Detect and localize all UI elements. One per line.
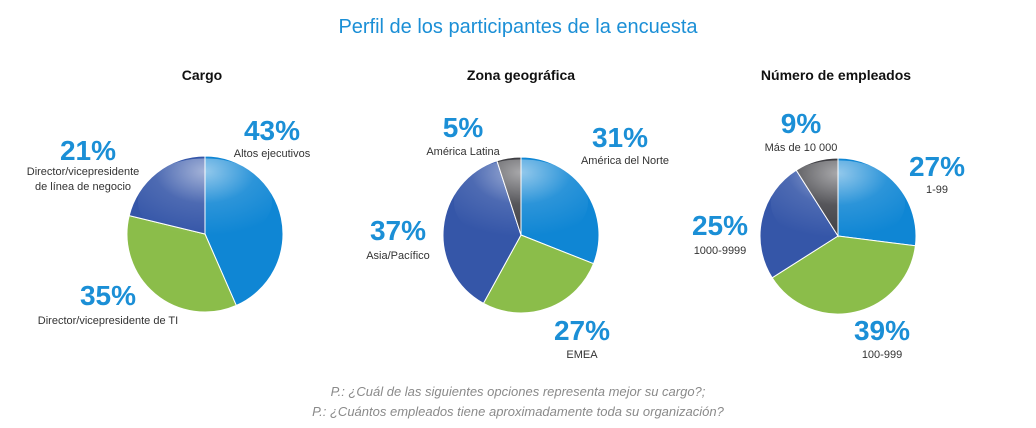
slice-value-label: 37% [370, 215, 426, 246]
footnote-1: P.: ¿Cuál de las siguientes opciones rep… [330, 384, 706, 399]
slice-value-label: 39% [854, 315, 910, 346]
pie-gloss [453, 159, 589, 246]
slice-value-label: 21% [60, 135, 116, 166]
pie-gloss [770, 160, 906, 247]
slice-category-label: Director/vicepresidente de línea de negoc… [27, 166, 140, 193]
slice-value-label: 31% [592, 122, 648, 153]
slice-value-label: 35% [80, 280, 136, 311]
slice-category-label: Director/vicepresidente de TI [38, 315, 178, 327]
slice-category-label: Altos ejecutivos [234, 148, 311, 160]
pie-slice-director-vicepresidente-de-ti [126, 215, 237, 313]
chart-title: Zona geográfica [467, 67, 575, 83]
pie-chart-numero-de-empleados: Número de empleados 27% 1-99 39% 100-999 25% 1… [692, 67, 965, 361]
slice-value-label: 27% [909, 151, 965, 182]
slice-category-label: 1000-9999 [694, 245, 747, 257]
pie-chart-zona-geografica: Zona geográfica 31% América del Norte 27% EM… [366, 67, 669, 361]
chart-title: Número de empleados [761, 67, 911, 83]
pie-slice-emea [482, 234, 595, 314]
slice-value-label: 25% [692, 210, 748, 241]
slice-category-label: Asia/Pacífico [366, 250, 430, 262]
chart-title: Cargo [182, 67, 222, 83]
pie-gloss [137, 158, 273, 245]
slice-category-label: EMEA [566, 349, 598, 361]
slice-value-label: 43% [244, 115, 300, 146]
slice-value-label: 5% [443, 112, 484, 143]
slice-category-label: 1-99 [926, 184, 948, 196]
main-title: Perfil de los participantes de la encues… [338, 16, 698, 38]
slice-category-label: América del Norte [581, 155, 669, 167]
slice-category-label: América Latina [426, 146, 500, 158]
slice-value-label: 27% [554, 315, 610, 346]
footnote-2: P.: ¿Cuántos empleados tiene aproximadam… [312, 404, 724, 419]
pie-chart-cargo: Cargo 43% Altos ejecutivos 35% Director/vice… [27, 67, 311, 327]
slice-category-label: Más de 10 000 [765, 142, 838, 154]
slice-value-label: 9% [781, 108, 822, 139]
slice-category-label: 100-999 [862, 349, 902, 361]
